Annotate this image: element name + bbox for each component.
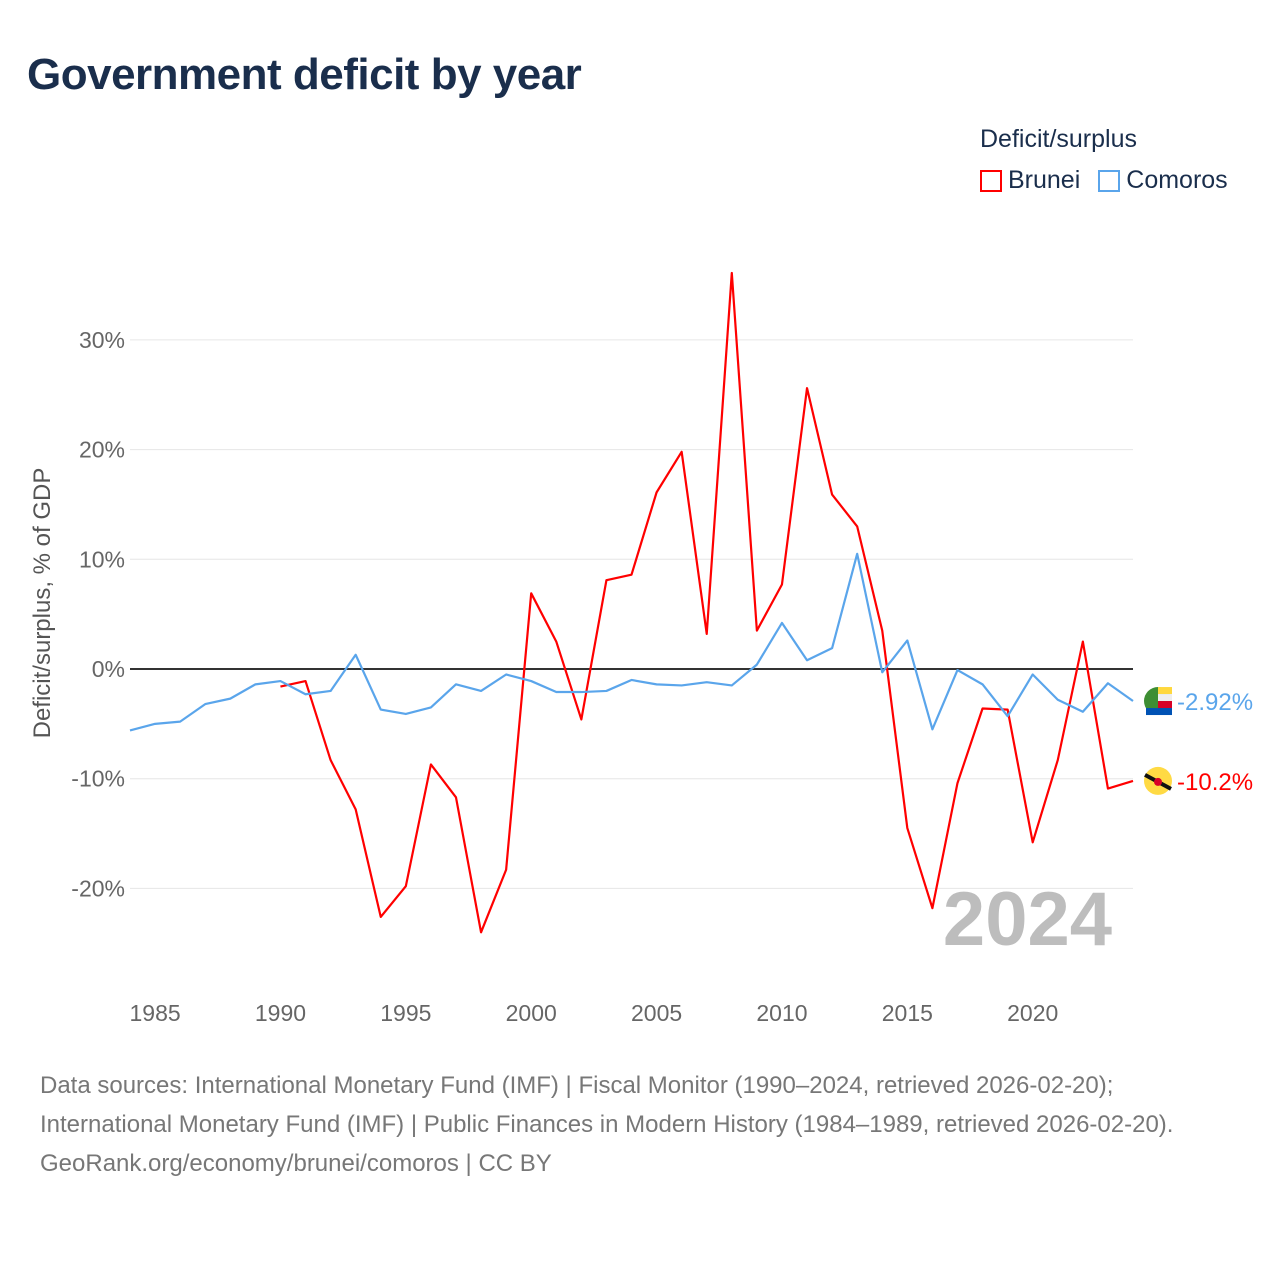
x-tick-label: 2005 (631, 1000, 682, 1026)
line-chart: 30% 20% 10% 0% -10% -20% 1985 1990 1995 2000 2005 2… (29, 271, 1253, 1026)
watermark-year: 2024 (943, 877, 1112, 962)
flag-part (1158, 687, 1172, 695)
legend: Brunei Comoros (980, 166, 1228, 195)
y-tick-label: 30% (79, 327, 125, 353)
flag-part (1158, 694, 1172, 702)
y-tick-label: 0% (92, 656, 125, 682)
legend-title: Deficit/surplus (980, 125, 1137, 153)
x-tick-label: 1985 (129, 1000, 180, 1026)
flag-icon-comoros (1144, 687, 1172, 716)
legend-swatch-comoros (1098, 169, 1121, 192)
chart-title: Government deficit by year (27, 50, 582, 99)
x-tick-label: 2010 (756, 1000, 807, 1026)
x-tick-label: 1995 (380, 1000, 431, 1026)
legend-item-comoros[interactable]: Comoros (1098, 166, 1228, 195)
y-tick-label: 10% (79, 546, 125, 572)
series-line-brunei (280, 271, 1134, 934)
data-sources: Data sources: International Monetary Fun… (40, 1072, 1174, 1138)
x-tick-label: 2000 (506, 1000, 557, 1026)
footer: Data sources: International Monetary Fun… (40, 1066, 1240, 1183)
flag-icon-brunei (1144, 766, 1172, 795)
x-tick-label: 2015 (882, 1000, 933, 1026)
flag-part (1154, 777, 1162, 786)
y-axis-label: Deficit/surplus, % of GDP (29, 468, 56, 739)
legend-label: Comoros (1126, 166, 1228, 194)
y-tick-label: -20% (71, 875, 125, 901)
end-label-brunei: -10.2% (1177, 769, 1253, 796)
y-tick-label: 20% (79, 437, 125, 463)
end-label-comoros: -2.92% (1177, 689, 1253, 716)
legend-label: Brunei (1008, 166, 1081, 194)
x-tick-label: 1990 (255, 1000, 306, 1026)
flag-part (1146, 708, 1172, 716)
flag-part (1158, 701, 1172, 709)
x-tick-label: 2020 (1007, 1000, 1058, 1026)
legend-item-brunei[interactable]: Brunei (980, 166, 1080, 195)
legend-swatch-brunei (980, 169, 1002, 192)
y-tick-label: -10% (71, 766, 125, 792)
series-line-comoros (129, 552, 1134, 732)
credit-link[interactable]: GeoRank.org/economy/brunei/comoros | CC … (40, 1150, 552, 1177)
